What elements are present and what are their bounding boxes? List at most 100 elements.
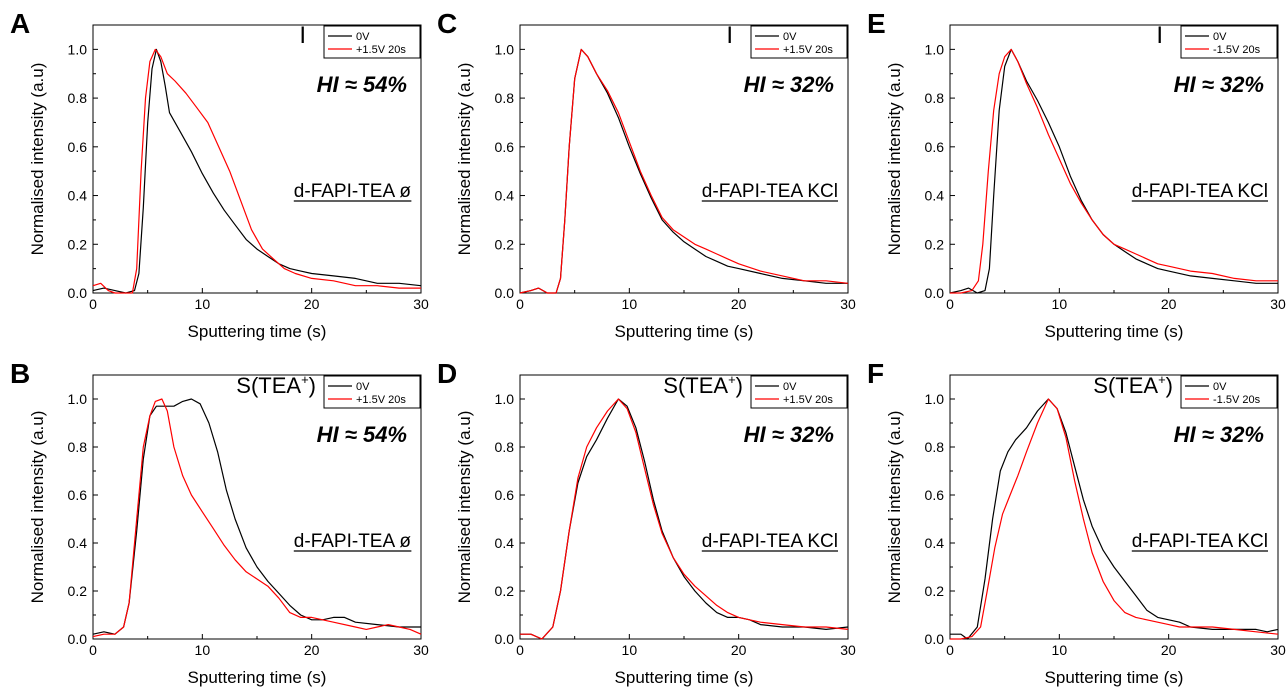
y-tick-label: 0.4: [925, 188, 945, 204]
legend: 0V+1.5V 20s: [750, 375, 848, 409]
legend-label: 0V: [356, 381, 370, 393]
panel-c: 0 10 20 30 0.0 0.2 0.4 0.6 0.8 1.0 Sputtering time…: [437, 8, 856, 341]
y-tick-label: 0.2: [925, 236, 945, 252]
hi-annotation: HI ≈ 54%: [317, 72, 407, 97]
y-axis-label: Normalised intensity (a.u): [28, 63, 47, 256]
legend: 0V+1.5V 20s: [323, 25, 421, 59]
legend-label: +1.5V 20s: [356, 44, 406, 56]
x-tick-label: 20: [1161, 296, 1177, 312]
y-tick-label: 0.4: [925, 535, 945, 551]
sample-label: d-FAPI-TEA KCl: [1132, 531, 1268, 552]
x-tick-label: 20: [304, 296, 320, 312]
x-tick-label: 20: [1161, 642, 1177, 658]
legend-label: 0V: [1213, 31, 1227, 43]
y-tick-label: 0.6: [495, 487, 515, 503]
x-axis-label: Sputtering time (s): [188, 668, 327, 687]
y-axis-label: Normalised intensity (a.u): [455, 411, 474, 604]
y-tick-label: 0.0: [68, 631, 88, 647]
legend-frame: [1180, 375, 1278, 409]
legend-label: 0V: [783, 31, 797, 43]
y-tick-label: 0.0: [68, 285, 88, 301]
legend-frame: [1180, 25, 1278, 59]
sample-label: d-FAPI-TEA KCl: [1132, 181, 1268, 202]
series-line-biased: [92, 48, 421, 294]
y-tick-label: 1.0: [495, 41, 515, 57]
y-tick-label: 0.8: [925, 90, 945, 106]
y-tick-label: 0.2: [68, 236, 88, 252]
legend: 0V-1.5V 20s: [1180, 375, 1278, 409]
panel-d: 0 10 20 30 0.0 0.2 0.4 0.6 0.8 1.0 Sputtering time…: [437, 358, 856, 687]
x-tick-label: 20: [731, 296, 747, 312]
legend-label: 0V: [356, 31, 370, 43]
x-tick-label: 0: [946, 296, 954, 312]
sample-label: d-FAPI-TEA KCl: [702, 181, 838, 202]
series-line-biased: [519, 48, 849, 294]
x-tick-label: 0: [516, 296, 524, 312]
y-tick-label: 0.8: [495, 90, 515, 106]
y-axis-label: Normalised intensity (a.u): [455, 63, 474, 256]
y-axis-label: Normalised intensity (a.u): [28, 411, 47, 604]
y-tick-label: 0.2: [495, 583, 515, 599]
plot-frame: [949, 24, 1279, 294]
y-axis-label: Normalised intensity (a.u): [885, 63, 904, 256]
x-tick-label: 10: [195, 642, 211, 658]
y-axis-label: Normalised intensity (a.u): [885, 411, 904, 604]
hi-annotation: HI ≈ 32%: [1174, 72, 1264, 97]
y-tick-label: 0.6: [68, 487, 88, 503]
x-tick-label: 10: [622, 296, 638, 312]
y-tick-label: 0.0: [495, 285, 515, 301]
y-tick-label: 0.6: [68, 139, 88, 155]
y-tick-label: 0.8: [68, 439, 88, 455]
x-tick-label: 30: [1270, 642, 1286, 658]
hi-annotation: HI ≈ 32%: [744, 422, 834, 447]
y-tick-label: 1.0: [925, 41, 945, 57]
legend-label: 0V: [783, 381, 797, 393]
x-axis-label: Sputtering time (s): [1045, 668, 1184, 687]
y-tick-label: 0.0: [925, 631, 945, 647]
plot-frame: [519, 374, 849, 640]
panel-f: 0 10 20 30 0.0 0.2 0.4 0.6 0.8 1.0 Sputtering time…: [867, 358, 1286, 687]
y-tick-label: 0.6: [925, 139, 945, 155]
sample-label: d-FAPI-TEA KCl: [702, 531, 838, 552]
sample-label: d-FAPI-TEA ø: [294, 531, 412, 552]
hi-annotation: HI ≈ 54%: [317, 422, 407, 447]
x-tick-label: 30: [413, 296, 429, 312]
x-axis-label: Sputtering time (s): [188, 322, 327, 341]
y-tick-label: 0.0: [495, 631, 515, 647]
panel-letter: D: [437, 358, 457, 389]
panel-letter: F: [867, 358, 884, 389]
y-tick-label: 0.6: [495, 139, 515, 155]
legend-frame: [323, 25, 421, 59]
legend-frame: [323, 375, 421, 409]
y-tick-label: 0.2: [925, 583, 945, 599]
y-tick-label: 0.4: [495, 188, 515, 204]
x-tick-label: 30: [1270, 296, 1286, 312]
legend-frame: [750, 25, 848, 59]
series-line-biased: [520, 398, 849, 640]
legend-frame: [750, 375, 848, 409]
x-tick-label: 0: [89, 296, 97, 312]
y-tick-label: 0.4: [68, 535, 88, 551]
y-tick-label: 0.8: [925, 439, 945, 455]
series-line-biased: [950, 48, 1278, 294]
y-tick-label: 0.8: [495, 439, 515, 455]
x-tick-label: 10: [622, 642, 638, 658]
legend: 0V+1.5V 20s: [323, 375, 421, 409]
x-tick-label: 10: [1052, 642, 1068, 658]
y-tick-label: 1.0: [925, 391, 945, 407]
x-tick-label: 30: [413, 642, 429, 658]
y-tick-label: 0.2: [68, 583, 88, 599]
x-tick-label: 0: [946, 642, 954, 658]
series-line-reference: [92, 48, 422, 294]
plot-frame: [519, 24, 849, 294]
x-axis-label: Sputtering time (s): [615, 322, 754, 341]
legend: 0V-1.5V 20s: [1180, 25, 1278, 59]
x-tick-label: 0: [516, 642, 524, 658]
plot-frame: [92, 374, 422, 640]
panel-letter: B: [10, 358, 30, 389]
legend-label: +1.5V 20s: [783, 44, 833, 56]
x-axis-label: Sputtering time (s): [615, 668, 754, 687]
panel-a: 0 10 20 30 0.0 0.2 0.4 0.6 0.8 1.0 Sputtering time…: [10, 8, 429, 341]
legend-label: -1.5V 20s: [1213, 44, 1261, 56]
